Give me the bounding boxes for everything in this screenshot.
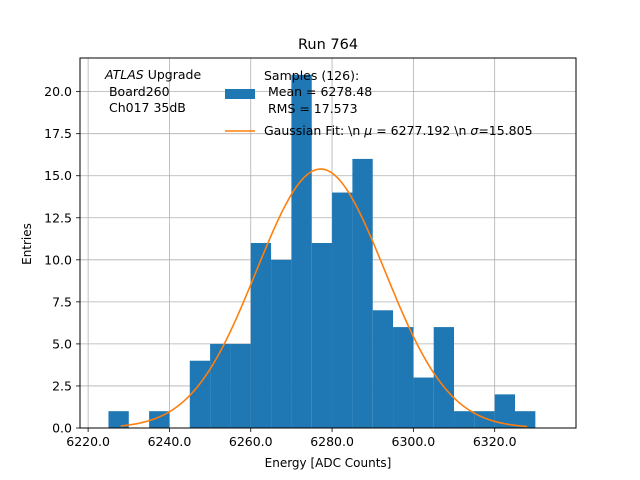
atlas-annotation: ATLAS Upgrade Board260 Ch017 35dB xyxy=(104,67,201,115)
x-axis-label: Energy [ADC Counts] xyxy=(265,456,392,470)
histogram-bars xyxy=(108,74,536,429)
legend: Samples (126): Mean = 6278.48 RMS = 17.5… xyxy=(225,68,533,138)
histogram-bar xyxy=(189,360,211,428)
histogram-bar xyxy=(413,377,434,428)
legend-rms-label: RMS = 17.573 xyxy=(264,101,358,116)
x-tick-label: 6240.0 xyxy=(148,434,192,449)
gaussian-fit-curve xyxy=(120,168,528,428)
histogram-bar xyxy=(433,327,455,428)
grid xyxy=(80,58,576,429)
legend-histogram-patch xyxy=(225,89,255,99)
histogram-bar xyxy=(393,327,414,428)
annotation-channel: Ch017 35dB xyxy=(105,100,186,115)
histogram-bar xyxy=(210,343,231,428)
histogram-bar xyxy=(332,192,353,428)
y-tick-label: 0.0 xyxy=(52,421,72,436)
y-tick-label: 20.0 xyxy=(44,84,72,99)
legend-fit-mid: = 6277.192 \n xyxy=(372,123,470,138)
histogram-bar xyxy=(271,259,292,428)
y-tick-label: 12.5 xyxy=(44,210,72,225)
axes-frame xyxy=(79,57,577,429)
x-tick-label: 6320.0 xyxy=(473,434,517,449)
histogram-bar xyxy=(108,411,129,428)
histogram-bar xyxy=(311,243,333,428)
chart-title: Run 764 xyxy=(298,37,358,53)
y-tick-label: 15.0 xyxy=(44,168,72,183)
y-tick-label: 17.5 xyxy=(44,126,72,141)
legend-fit-end: =15.805 xyxy=(478,123,532,138)
x-tick-label: 6300.0 xyxy=(392,434,436,449)
legend-mean-label: Mean = 6278.48 xyxy=(264,84,372,99)
x-tick-label: 6280.0 xyxy=(310,434,354,449)
histogram-bar xyxy=(515,411,536,428)
histogram-bar xyxy=(250,243,272,428)
histogram-bar xyxy=(372,310,394,428)
legend-fit-label: Gaussian Fit: \n μ = 6277.192 \n σ=15.80… xyxy=(264,123,533,138)
axis-ticks: 6220.0 6240.0 6260.0 6280.0 6300.0 6320.0 0.0 2… xyxy=(44,84,516,449)
histogram-bar xyxy=(291,74,312,429)
y-tick-label: 2.5 xyxy=(52,378,72,393)
annotation-upgrade: Upgrade xyxy=(144,67,202,82)
annotation-atlas: ATLAS xyxy=(104,67,144,82)
x-tick-label: 6220.0 xyxy=(66,434,110,449)
legend-fit-prefix: Gaussian Fit: \n xyxy=(264,123,364,138)
annotation-board: Board260 xyxy=(105,84,170,99)
histogram-bar xyxy=(454,411,475,428)
legend-samples-label: Samples (126): xyxy=(264,68,359,83)
annotation-line-1: ATLAS Upgrade xyxy=(104,67,201,82)
histogram-bar xyxy=(230,343,251,428)
y-axis-label: Entries xyxy=(20,223,34,265)
histogram-bar xyxy=(494,394,516,428)
histogram-bar xyxy=(474,411,495,428)
histogram-bar xyxy=(352,158,373,428)
legend-fit-sigma: σ xyxy=(470,123,479,138)
y-tick-label: 5.0 xyxy=(52,336,72,351)
y-tick-label: 10.0 xyxy=(44,252,72,267)
x-tick-label: 6260.0 xyxy=(229,434,273,449)
y-tick-label: 7.5 xyxy=(52,294,72,309)
legend-fit-mu: μ xyxy=(363,123,372,138)
